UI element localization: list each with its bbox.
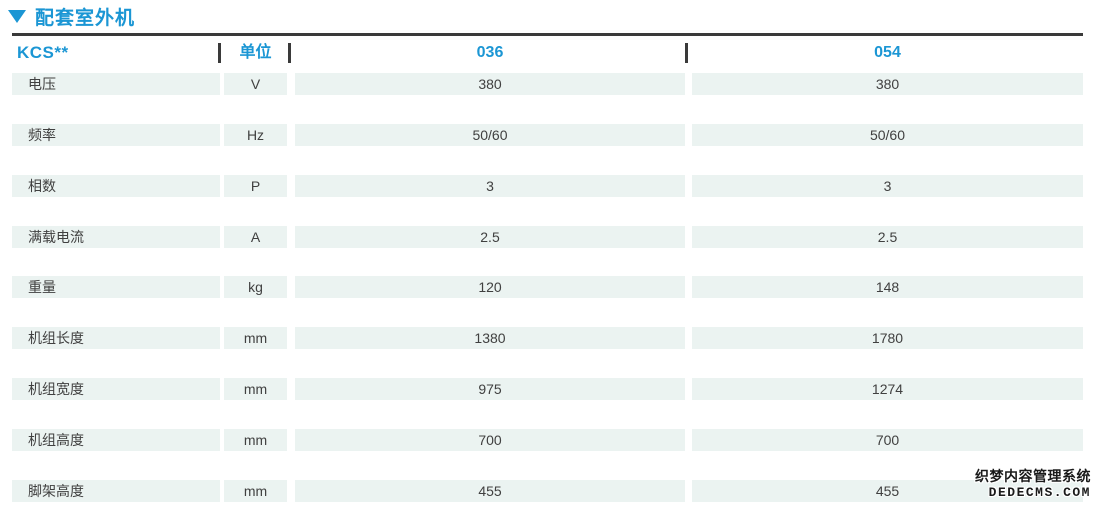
section-title: 配套室外机 [8,3,135,30]
table-row: 机组宽度 mm 975 1274 [0,378,1095,400]
watermark: 织梦内容管理系统 DEDECMS.COM [975,468,1091,501]
row-value-054: 2.5 [692,226,1083,248]
header-separator-icon [685,43,688,63]
row-label: 相数 [12,175,220,197]
row-label: 满载电流 [12,226,220,248]
table-row: 频率 Hz 50/60 50/60 [0,124,1095,146]
row-value-036: 2.5 [295,226,685,248]
table-top-rule [12,33,1083,36]
table-row: 满载电流 A 2.5 2.5 [0,226,1095,248]
row-value-054: 700 [692,429,1083,451]
row-unit: V [224,73,287,95]
row-unit: mm [224,378,287,400]
row-value-054: 148 [692,276,1083,298]
row-label: 重量 [12,276,220,298]
row-value-036: 3 [295,175,685,197]
row-value-054: 3 [692,175,1083,197]
table-row: 机组高度 mm 700 700 [0,429,1095,451]
row-value-036: 455 [295,480,685,502]
row-label: 机组宽度 [12,378,220,400]
row-unit: kg [224,276,287,298]
row-value-036: 975 [295,378,685,400]
header-model: KCS** [17,43,69,62]
table-row: 相数 P 3 3 [0,175,1095,197]
row-value-036: 120 [295,276,685,298]
watermark-line2: DEDECMS.COM [988,485,1091,500]
row-unit: mm [224,327,287,349]
watermark-line1: 织梦内容管理系统 [975,468,1091,484]
triangle-down-icon [8,10,26,23]
table-row: 重量 kg 120 148 [0,276,1095,298]
row-label: 频率 [12,124,220,146]
row-label: 电压 [12,73,220,95]
row-value-054: 1780 [692,327,1083,349]
header-separator-icon [218,43,221,63]
row-unit: P [224,175,287,197]
table-row: 机组长度 mm 1380 1780 [0,327,1095,349]
table-row: 脚架高度 mm 455 455 [0,480,1095,502]
header-col-054: 054 [874,44,901,61]
row-value-054: 1274 [692,378,1083,400]
header-col-036: 036 [476,44,504,61]
table-row: 电压 V 380 380 [0,73,1095,95]
row-value-036: 380 [295,73,685,95]
row-value-036: 1380 [295,327,685,349]
row-unit: mm [224,429,287,451]
row-label: 机组长度 [12,327,220,349]
header-separator-icon [288,43,291,63]
row-value-054: 455 [692,480,1083,502]
row-unit: Hz [224,124,287,146]
row-unit: mm [224,480,287,502]
row-unit: A [224,226,287,248]
row-value-036: 700 [295,429,685,451]
section-title-text: 配套室外机 [35,8,136,29]
row-value-054: 50/60 [692,124,1083,146]
row-value-036: 50/60 [295,124,685,146]
row-label: 脚架高度 [12,480,220,502]
header-unit: 单位 [239,44,272,61]
row-label: 机组高度 [12,429,220,451]
row-value-054: 380 [692,73,1083,95]
